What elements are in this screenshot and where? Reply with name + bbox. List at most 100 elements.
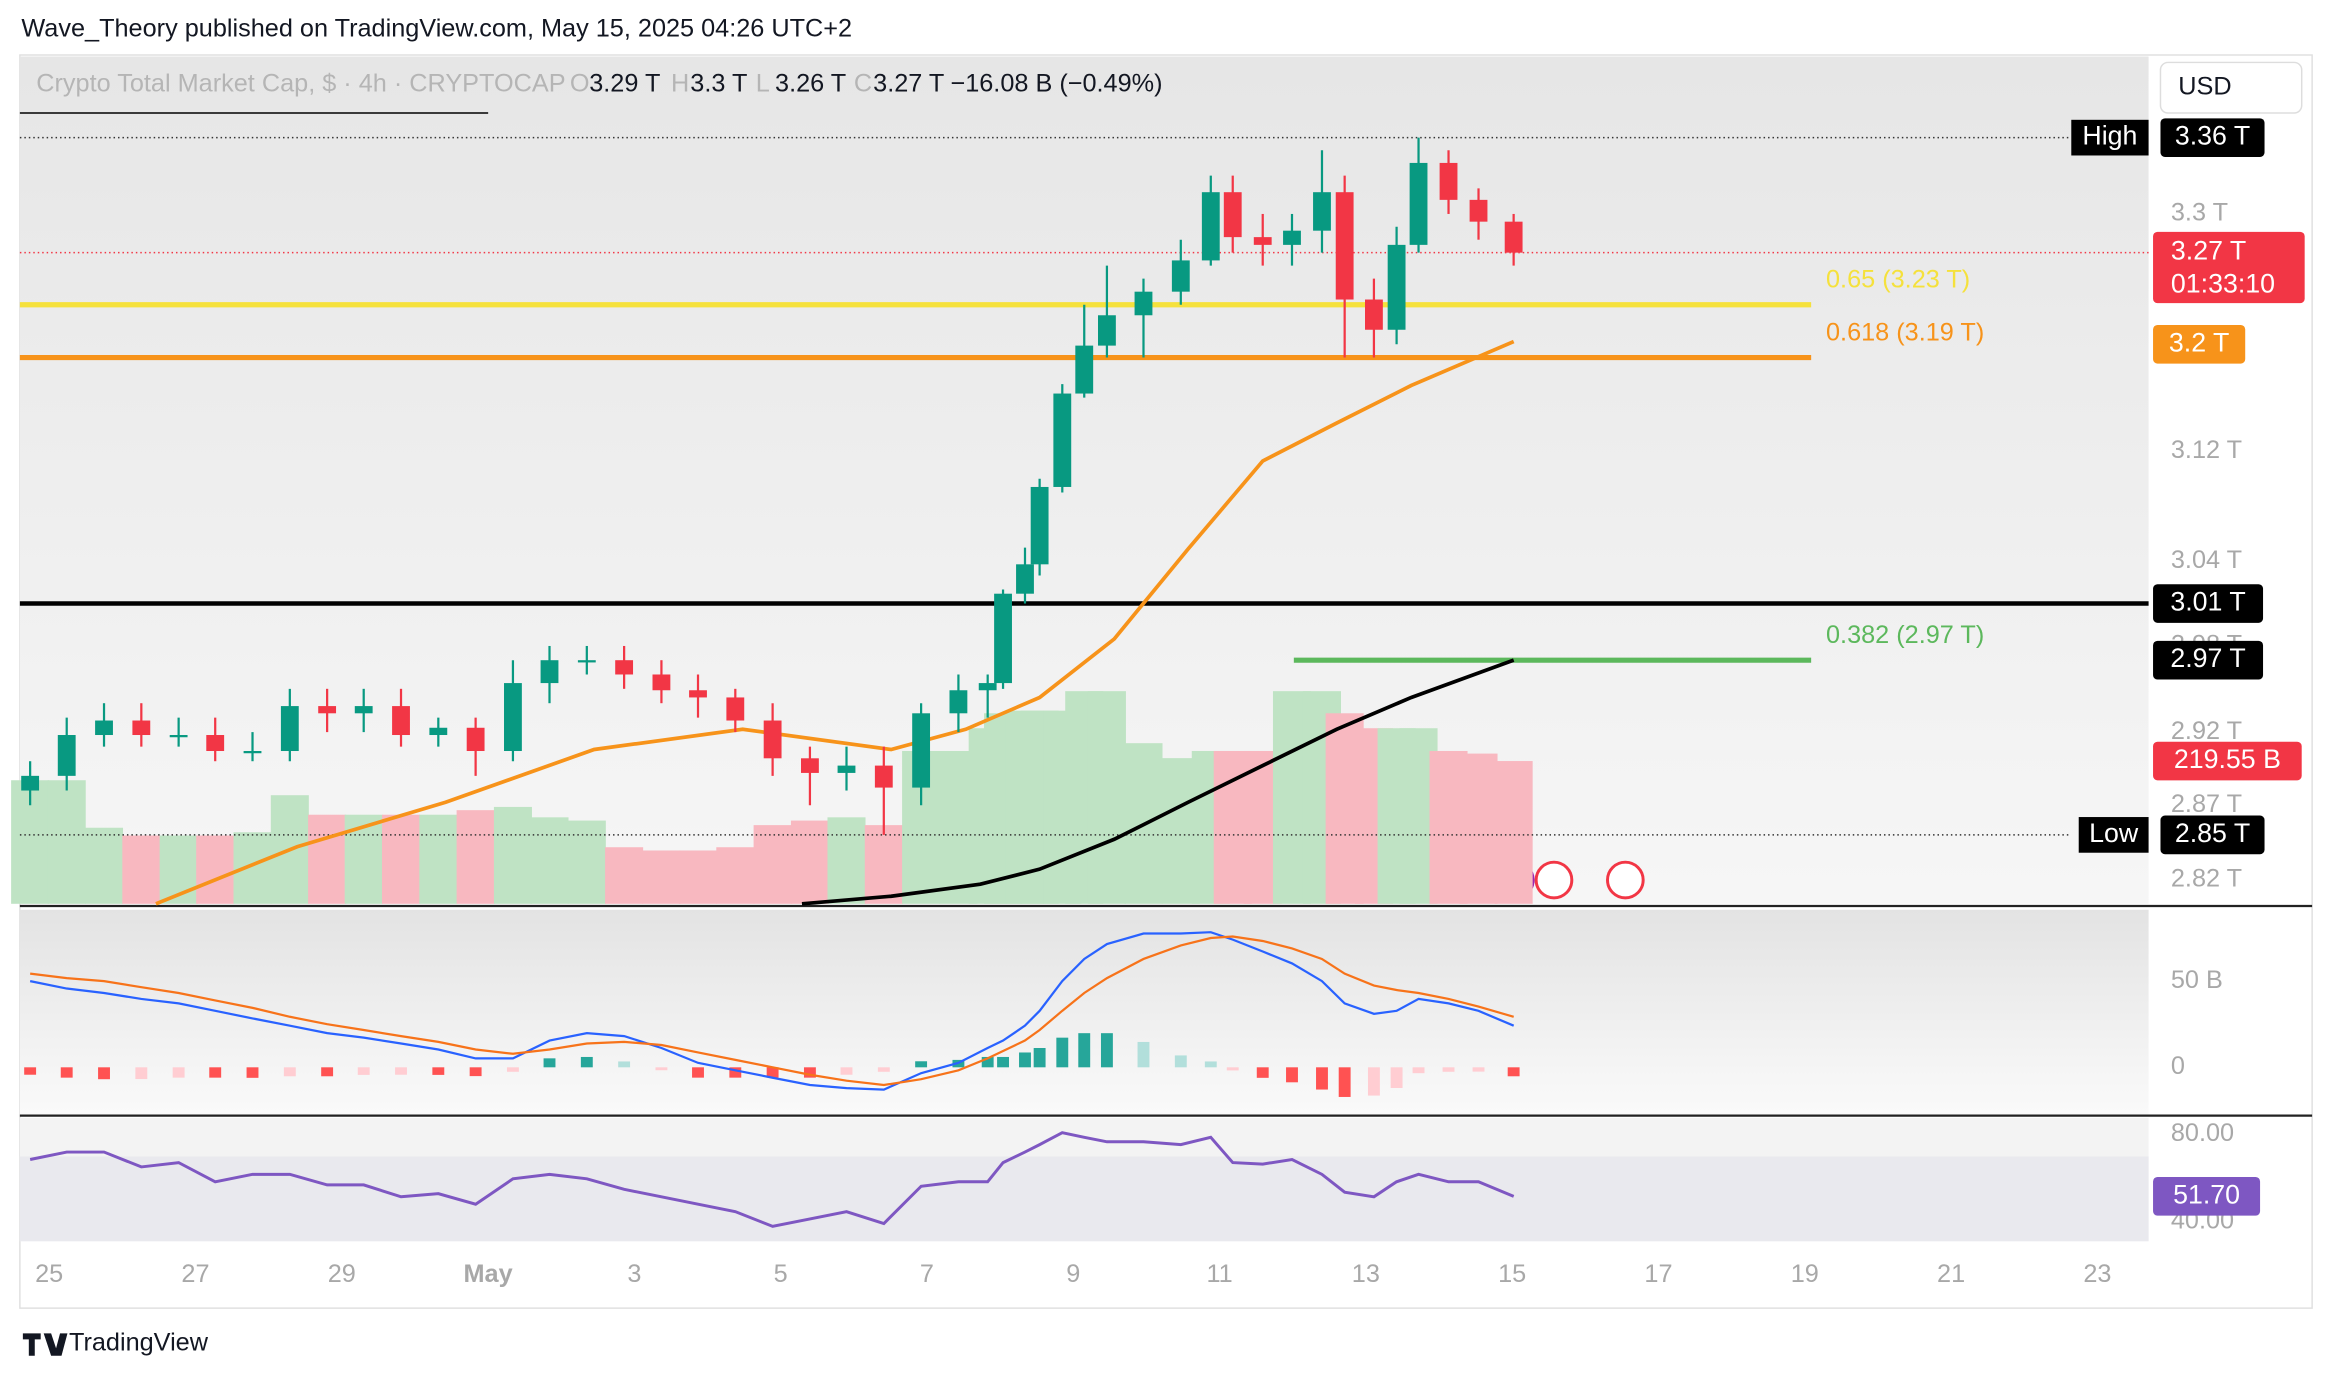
- macd-histogram: [1204, 1061, 1217, 1068]
- candle-body: [1283, 230, 1301, 245]
- candle-body: [1053, 393, 1072, 487]
- macd-histogram: [283, 1067, 296, 1077]
- macd-histogram: [1078, 1033, 1091, 1068]
- x-tick-label: 15: [1498, 1260, 1526, 1288]
- macd-histogram: [1137, 1041, 1150, 1068]
- extreme-label-box: [2071, 119, 2149, 156]
- volume-bar: [47, 780, 86, 904]
- macd-histogram: [997, 1056, 1009, 1068]
- fib-label: 0.618 (3.19 T): [1826, 318, 1984, 346]
- y-tick-label: 2.87 T: [2171, 790, 2242, 818]
- y-tick-label: 3.12 T: [2171, 436, 2242, 464]
- macd-histogram: [580, 1056, 593, 1068]
- ohlc-value: 3.29 T: [589, 69, 660, 97]
- x-tick-label: 21: [1937, 1260, 1965, 1288]
- price-tag: 2.97 T: [2170, 643, 2245, 673]
- volume-bar: [1087, 691, 1126, 904]
- candle-body: [801, 758, 819, 773]
- candle-body: [1097, 315, 1116, 346]
- y-tick-label: 3.04 T: [2171, 546, 2242, 574]
- rsi-band: [19, 1156, 2149, 1242]
- fib-label: 0.382 (2.97 T): [1826, 621, 1984, 649]
- candle-body: [429, 727, 448, 736]
- event-icon[interactable]: [1606, 860, 1645, 900]
- x-tick-label: 23: [2083, 1260, 2111, 1288]
- ma-tag-box: [2153, 324, 2246, 364]
- candle-body: [874, 765, 893, 788]
- extreme-label-box: [2078, 817, 2149, 853]
- ohlc-value: 3.3 T: [690, 69, 747, 97]
- volume-bar: [1459, 753, 1498, 904]
- event-icon[interactable]: [1534, 860, 1574, 900]
- macd-histogram: [209, 1067, 222, 1078]
- macd-histogram: [840, 1067, 853, 1075]
- volume-bar: [716, 847, 755, 904]
- candle-body: [689, 690, 707, 698]
- macd-histogram: [1472, 1067, 1485, 1072]
- candle-body: [1409, 162, 1428, 245]
- candle-body: [577, 660, 596, 663]
- volume-bar: [122, 835, 161, 904]
- x-tick-label: 25: [35, 1260, 63, 1288]
- currency-button[interactable]: USD: [2159, 61, 2303, 114]
- candle-body: [1387, 244, 1406, 330]
- candle-body: [1469, 199, 1488, 222]
- volume-bar: [1494, 761, 1533, 904]
- macd-histogram: [1316, 1067, 1328, 1090]
- volume-bar: [456, 810, 495, 904]
- volume-bar: [159, 835, 198, 904]
- candle-body: [1134, 291, 1153, 316]
- candle-body: [949, 690, 968, 714]
- currency[interactable]: USD: [2178, 72, 2231, 100]
- candle-body: [1223, 192, 1242, 238]
- candle-body: [1075, 345, 1094, 394]
- volume-bar: [196, 835, 235, 904]
- macd-histogram: [506, 1067, 519, 1072]
- x-tick-label: May: [463, 1260, 512, 1288]
- moving-average: [801, 658, 1515, 906]
- macd-histogram: [1390, 1067, 1403, 1088]
- y-tick-label: 3.3 T: [2171, 199, 2228, 227]
- extreme-label: Low: [2089, 818, 2139, 848]
- y-tick-label: 50 B: [2171, 966, 2223, 994]
- y-tick-label: 2.92 T: [2171, 717, 2242, 745]
- candle-body: [466, 727, 485, 752]
- volume-bar: [308, 814, 347, 904]
- volume-bar: [864, 825, 903, 904]
- macd-histogram: [1442, 1067, 1455, 1072]
- macd-histogram: [1226, 1067, 1239, 1071]
- macd-histogram: [915, 1061, 928, 1068]
- countdown: 01:33:10: [2171, 268, 2275, 298]
- candle-body: [912, 713, 931, 788]
- price-tag-box: [2153, 640, 2264, 680]
- candle-body: [318, 706, 337, 714]
- x-tick-label: 7: [920, 1260, 934, 1288]
- last-price: 3.27 T: [2171, 236, 2246, 266]
- macd-histogram: [98, 1067, 110, 1080]
- ma-tag: 3.2 T: [2169, 327, 2229, 357]
- macd-line: [30, 935, 1515, 1087]
- volume-tag-box: [2153, 741, 2302, 781]
- macd-histogram: [766, 1067, 779, 1078]
- x-tick-label: 19: [1791, 1260, 1819, 1288]
- macd-histogram: [543, 1058, 556, 1068]
- candle-body: [1504, 221, 1523, 253]
- volume-bar: [233, 832, 272, 904]
- extreme-value-box: [2160, 815, 2265, 855]
- currency-box[interactable]: [2159, 61, 2303, 114]
- volume-bar: [381, 814, 421, 904]
- publisher: Wave_Theory published on TradingView.com…: [21, 14, 852, 42]
- moving-average: [155, 339, 1515, 906]
- candle-body: [132, 720, 151, 736]
- candle-body: [615, 660, 634, 675]
- x-tick-label: 3: [627, 1260, 641, 1288]
- change: −16.08 B (−0.49%): [950, 69, 1162, 97]
- volume-tag: 219.55 B: [2174, 744, 2281, 774]
- brand-name: TradingView: [69, 1328, 209, 1356]
- macd-histogram: [60, 1067, 73, 1078]
- ohlc-label: C: [854, 69, 872, 97]
- candle-body: [540, 660, 559, 684]
